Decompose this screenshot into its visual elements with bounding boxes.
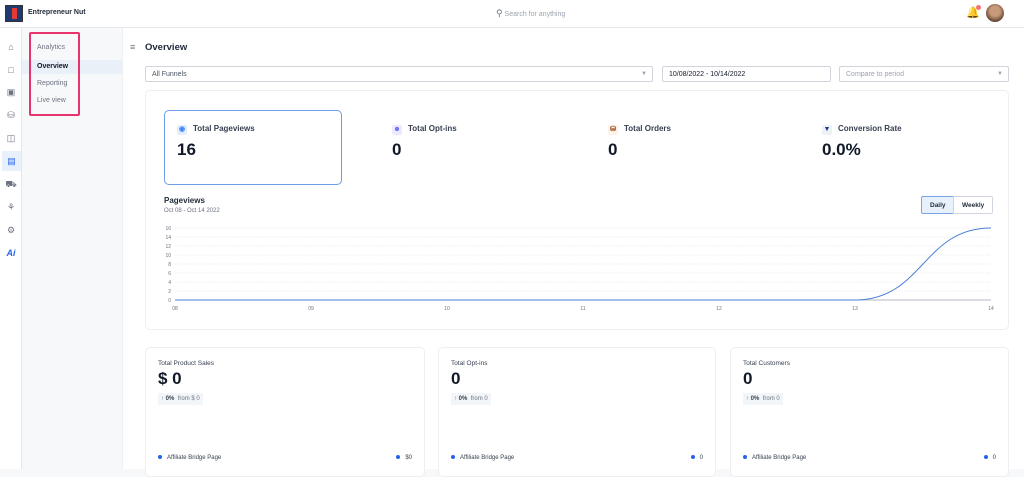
- plant-icon[interactable]: ⚘: [4, 200, 18, 214]
- truck-icon[interactable]: ⛟: [4, 177, 18, 191]
- change-badge: ↑ 0% from 0: [743, 393, 783, 405]
- arrow-up-icon: ↑: [454, 396, 457, 402]
- y-tick-label: 10: [165, 253, 171, 259]
- x-tick-label: 08: [172, 306, 178, 312]
- window-icon[interactable]: □: [4, 63, 18, 77]
- cart-icon: ⛁: [608, 125, 618, 135]
- x-tick-label: 09: [308, 306, 314, 312]
- ai-icon[interactable]: Ai: [4, 246, 18, 260]
- menu-icon[interactable]: ≡: [130, 42, 135, 52]
- compare-period-select[interactable]: Compare to period▼: [839, 66, 1009, 82]
- funnel-select[interactable]: All Funnels▼: [145, 66, 653, 82]
- summary-value: 0: [451, 369, 460, 389]
- summary-value: $ 0: [158, 369, 182, 389]
- arrow-up-icon: ↑: [161, 396, 164, 402]
- search-input[interactable]: ⚲ Search for anything: [496, 8, 565, 19]
- breakdown-row-value: 0: [676, 455, 703, 461]
- y-tick-label: 0: [168, 298, 171, 304]
- y-tick-label: 14: [165, 235, 171, 241]
- y-tick-label: 16: [165, 226, 171, 232]
- settings-icon[interactable]: ⚙: [4, 223, 18, 237]
- box-icon[interactable]: ▣: [4, 85, 18, 99]
- highlight-annotation: [29, 32, 80, 116]
- daily-toggle[interactable]: Daily: [921, 196, 955, 214]
- analytics-icon[interactable]: ▤: [2, 151, 21, 171]
- user-plus-icon: ☻: [392, 125, 402, 135]
- summary-label: Total Product Sales: [158, 360, 214, 367]
- notification-dot: [976, 5, 981, 10]
- chart-title: Pageviews: [164, 196, 205, 205]
- summary-label: Total Opt-ins: [451, 360, 488, 367]
- breakdown-row-value: 0: [969, 455, 996, 461]
- layout-icon[interactable]: ◫: [4, 131, 18, 145]
- x-tick-label: 13: [852, 306, 858, 312]
- x-tick-label: 14: [988, 306, 994, 312]
- arrow-up-icon: ↑: [746, 396, 749, 402]
- y-tick-label: 6: [168, 271, 171, 277]
- pageviews-chart: 0 2 4 6 8 10 12 14 16 08 09 10 11 12 13 14: [160, 222, 1000, 314]
- page-title: Overview: [145, 42, 187, 53]
- chevron-down-icon: ▼: [997, 71, 1003, 77]
- top-bar: Entrepreneur Nut ⚲ Search for anything 🔔: [0, 0, 1024, 28]
- breakdown-row-label: Affiliate Bridge Page: [743, 455, 806, 461]
- cart-icon[interactable]: ⛁: [4, 108, 18, 122]
- y-tick-label: 4: [168, 280, 171, 286]
- search-icon: ⚲: [496, 8, 503, 18]
- summary-label: Total Customers: [743, 360, 790, 367]
- change-badge: ↑ 0% from $ 0: [158, 393, 203, 405]
- breakdown-row-label: Affiliate Bridge Page: [158, 455, 221, 461]
- filter-icon: ▼: [822, 125, 832, 135]
- breakdown-row-value: $0: [385, 455, 412, 461]
- change-badge: ↑ 0% from 0: [451, 393, 491, 405]
- y-tick-label: 12: [165, 244, 171, 250]
- y-tick-label: 2: [168, 289, 171, 295]
- eye-icon: ◉: [177, 125, 187, 135]
- x-tick-label: 12: [716, 306, 722, 312]
- avatar[interactable]: [986, 4, 1004, 22]
- icon-rail: ⌂ □ ▣ ⛁ ◫ ▤ ⛟ ⚘ ⚙ Ai: [0, 28, 22, 469]
- x-tick-label: 11: [580, 306, 585, 312]
- chart-subtitle: Oct 08 - Oct 14 2022: [164, 208, 220, 214]
- summary-value: 0: [743, 369, 752, 389]
- app-logo[interactable]: [5, 5, 23, 22]
- y-tick-label: 8: [168, 262, 171, 268]
- breakdown-row-label: Affiliate Bridge Page: [451, 455, 514, 461]
- weekly-toggle[interactable]: Weekly: [953, 196, 993, 214]
- x-tick-label: 10: [444, 306, 450, 312]
- home-icon[interactable]: ⌂: [4, 40, 18, 54]
- chevron-down-icon: ▼: [641, 71, 647, 77]
- brand-name: Entrepreneur Nut: [28, 9, 86, 16]
- date-range-input[interactable]: 10/08/2022 - 10/14/2022: [662, 66, 831, 82]
